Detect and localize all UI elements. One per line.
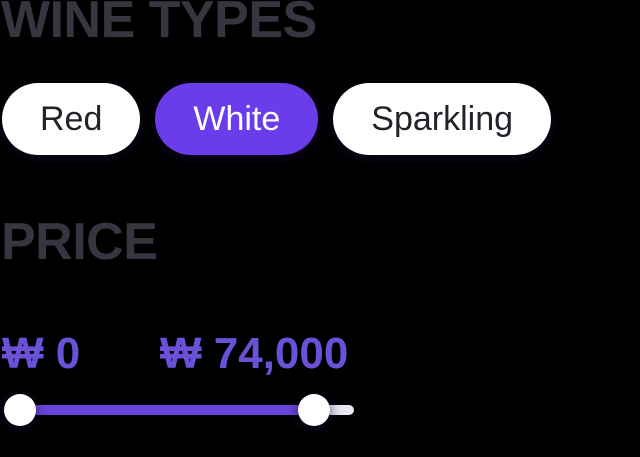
price-slider-handle-max[interactable]	[297, 394, 330, 426]
wine-type-pill-red[interactable]: Red	[2, 83, 141, 155]
wine-type-pill-sparkling[interactable]: Sparkling	[333, 83, 552, 155]
price-min-label: ₩ 0	[2, 329, 81, 378]
wine-type-pill-white[interactable]: White	[155, 83, 319, 155]
price-heading: PRICE	[1, 213, 158, 271]
price-max-label: ₩ 74,000	[160, 329, 349, 378]
price-slider-handle-min[interactable]	[4, 394, 36, 426]
price-range-slider-fill	[20, 405, 314, 415]
wine-types-heading: WINE TYPES	[1, 0, 317, 49]
wine-type-options: Red White Sparkling	[2, 83, 552, 155]
price-range-slider-track[interactable]	[4, 394, 354, 426]
